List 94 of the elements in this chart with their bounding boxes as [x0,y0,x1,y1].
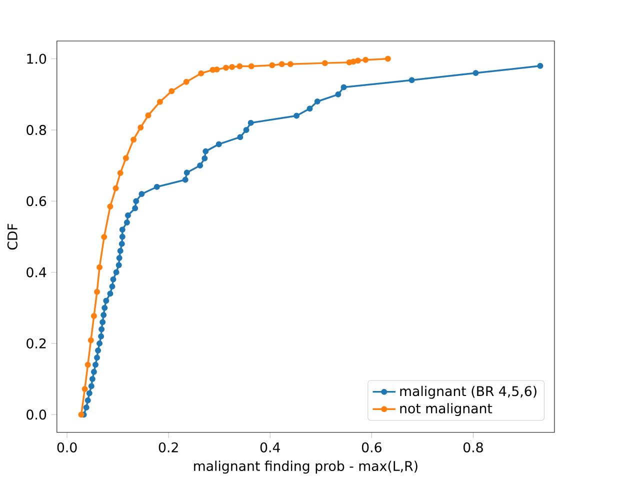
x-tick-label: 0.0 [57,442,77,452]
point [110,276,116,282]
point [198,70,204,76]
point [222,64,229,70]
point [130,136,137,142]
point [306,105,313,112]
point [237,134,244,140]
point [88,382,94,389]
point [408,76,415,83]
point [103,298,110,304]
point [132,204,138,211]
legend-label: malignant (BR 4,5,6) [400,386,536,399]
point [314,98,320,104]
point [124,212,131,218]
point [384,56,391,62]
point [119,233,126,240]
point [102,304,108,311]
point [156,98,163,105]
x-tick-label: 0.6 [362,442,382,452]
point [122,154,129,161]
point [124,219,130,226]
point [183,78,190,85]
point [138,190,145,197]
point [94,288,100,295]
x-tick-label: 0.8 [464,442,483,452]
point [92,362,98,368]
point [116,254,122,261]
x-axis-title: malignant finding prob - max(L,R) [194,460,418,474]
y-tick-label: 0.2 [26,338,46,348]
point [78,411,84,418]
point [537,62,544,69]
point [145,112,152,118]
point [168,88,175,94]
point [269,62,276,68]
point [96,340,103,346]
point [89,376,96,382]
point [154,184,160,190]
legend-label: not malignant [400,402,492,416]
point [116,262,122,268]
point [86,390,92,396]
point [83,404,90,410]
point [248,120,254,126]
point [82,386,88,392]
point [236,63,243,70]
point [138,124,144,130]
y-axis-title: CDF [7,224,18,250]
point [113,269,120,276]
point [216,140,222,147]
x-tick-label: 0.2 [158,442,178,452]
point [90,368,97,375]
point [229,64,236,70]
point [94,354,100,360]
point [202,155,208,162]
point [243,126,250,133]
point [88,337,94,344]
point [84,397,91,404]
point [84,362,91,368]
point [98,326,105,332]
point [278,60,285,67]
point [98,333,104,340]
point [117,248,124,254]
point [101,234,108,240]
point [100,312,107,318]
point [472,70,479,76]
point [294,112,300,118]
point [119,226,126,232]
y-tick-label: 1.0 [27,54,46,64]
point [109,283,116,290]
point [362,56,369,63]
point [354,57,361,64]
point [184,169,190,176]
point [100,318,106,325]
point [112,185,119,192]
point [287,60,294,67]
point [133,198,140,204]
y-tick-label: 0.6 [26,196,46,206]
point [248,63,254,70]
point [107,290,114,296]
point [95,347,102,354]
point [118,240,125,247]
point [322,60,328,66]
point [335,91,342,98]
x-tick-label: 0.4 [260,442,280,452]
y-tick-label: 0.4 [26,266,46,278]
point [197,162,204,168]
point [96,264,103,270]
point [340,84,347,90]
y-tick-label: 0.8 [26,124,46,135]
point [182,176,188,183]
point [117,170,124,176]
point [90,312,97,319]
y-tick-label: 0.0 [26,409,46,420]
point [107,203,114,210]
point [202,148,209,154]
